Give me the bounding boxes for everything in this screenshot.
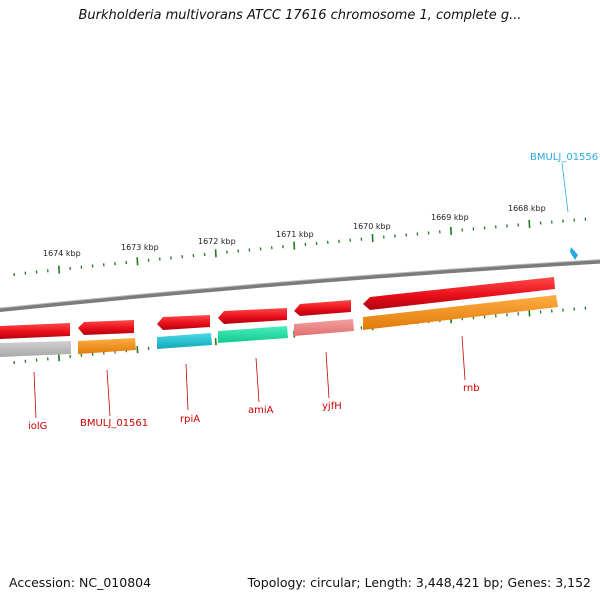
- gene-arrow[interactable]: [157, 333, 212, 349]
- gene-arrow-BMULJ_01556[interactable]: [570, 247, 578, 260]
- outer-ruler: [13, 217, 587, 277]
- gene-arrow[interactable]: [0, 323, 70, 339]
- genome-summary-text: Topology: circular; Length: 3,448,421 bp…: [247, 575, 591, 590]
- gene-arrow[interactable]: [78, 338, 136, 354]
- outer-strand-genes: [0, 277, 555, 339]
- map-title: Burkholderia multivorans ATCC 17616 chro…: [78, 8, 522, 23]
- gene-arrow[interactable]: [218, 308, 287, 324]
- kbp-label: 1671 kbp: [276, 230, 314, 239]
- gene-label-BMULJ_01556[interactable]: BMULJ_01556: [530, 152, 598, 163]
- kbp-labels: 1674 kbp 1673 kbp 1672 kbp 1671 kbp 1670…: [43, 204, 546, 258]
- gene-arrow[interactable]: [157, 315, 210, 330]
- kbp-label: 1668 kbp: [508, 204, 546, 213]
- gene-label-iolG[interactable]: iolG: [28, 421, 47, 432]
- gene-labels: iolG BMULJ_01561 rpiA amiA yjfH rnb BMUL…: [28, 152, 598, 432]
- kbp-label: 1670 kbp: [353, 222, 391, 231]
- kbp-label: 1674 kbp: [43, 249, 81, 258]
- kbp-label: 1672 kbp: [198, 237, 236, 246]
- gene-arrow[interactable]: [363, 295, 558, 330]
- accession-text: Accession: NC_010804: [9, 575, 152, 590]
- genome-backbone: [0, 259, 600, 312]
- gene-arrow[interactable]: [0, 341, 71, 357]
- kbp-label: 1673 kbp: [121, 243, 159, 252]
- gene-arrow[interactable]: [78, 320, 134, 335]
- gene-arrow[interactable]: [363, 277, 555, 310]
- gene-label-rpiA[interactable]: rpiA: [180, 414, 200, 425]
- kbp-label: 1669 kbp: [431, 213, 469, 222]
- gene-callouts: [33, 335, 466, 419]
- inner-strand-genes: [0, 295, 558, 357]
- gene-callout-blue: [561, 162, 569, 213]
- gene-arrow[interactable]: [294, 300, 351, 316]
- gene-label-rnb[interactable]: rnb: [463, 383, 480, 394]
- gene-label-BMULJ_01561[interactable]: BMULJ_01561: [80, 418, 148, 429]
- gene-arrow[interactable]: [218, 326, 288, 343]
- gene-arrow[interactable]: [294, 319, 354, 336]
- gene-label-yjfH[interactable]: yjfH: [322, 401, 342, 412]
- gene-label-amiA[interactable]: amiA: [248, 405, 274, 416]
